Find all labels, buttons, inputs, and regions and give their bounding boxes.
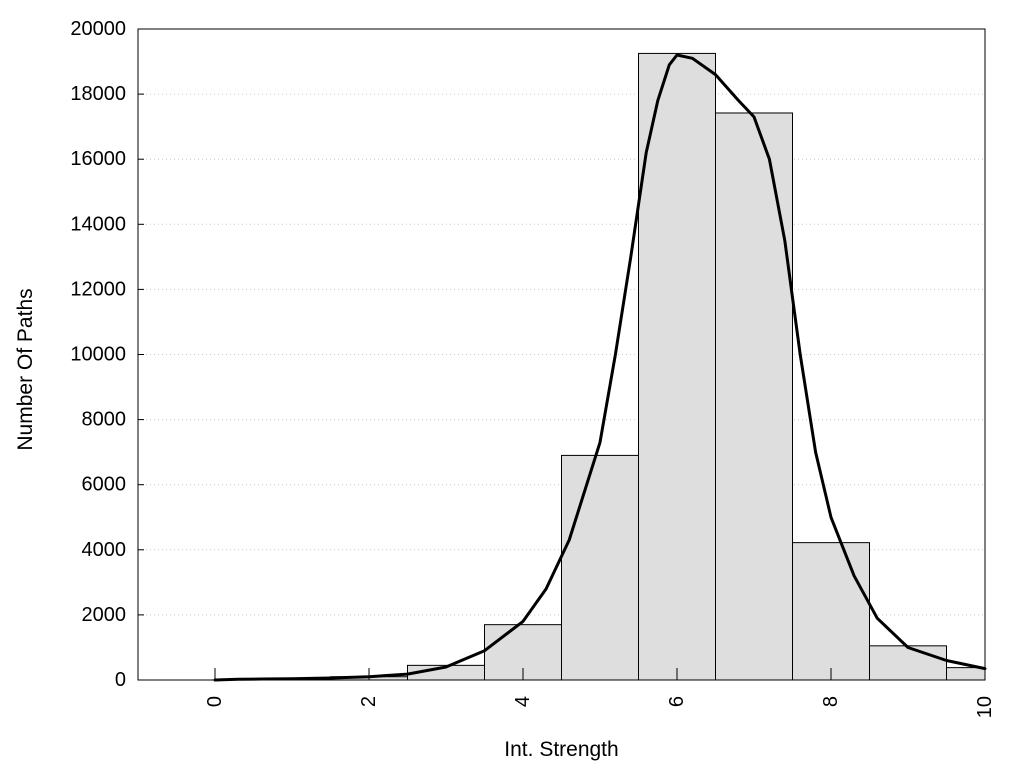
x-tick-label: 4 [512,696,534,707]
histogram-bar [792,542,870,681]
y-tick-label: 12000 [70,278,126,300]
x-tick-label: 10 [974,696,996,718]
x-tick-label: 2 [358,696,380,707]
y-axis-label: Number Of Paths [14,288,37,450]
y-tick-label: 16000 [70,148,126,170]
y-tick-label: 20000 [70,18,126,40]
x-tick-label: 0 [204,696,226,707]
y-tick-label: 8000 [82,409,127,431]
histogram-bar [715,112,793,681]
x-axis-label: Int. Strength [504,738,618,761]
y-tick-label: 0 [115,669,126,691]
density-curve [213,53,987,682]
histogram-bar [946,667,986,681]
histogram-bars [330,52,986,681]
y-tick-label: 18000 [70,83,126,105]
x-tick-label: 6 [666,696,688,707]
histogram-bar [638,52,716,681]
histogram-bar [869,645,947,681]
y-tick-label: 10000 [70,344,126,366]
y-tick-label: 14000 [70,213,126,235]
y-tick-label: 6000 [82,474,127,496]
y-tick-label: 2000 [82,604,127,626]
y-axis-ticks: 0 2000 4000 6000 8000 10000 12000 14000 16000 180… [70,18,144,691]
x-axis-ticks: 0 2 4 6 8 10 [204,668,996,718]
x-tick-label: 8 [820,696,842,707]
density-curve-line [213,53,987,682]
histogram-bar [561,454,639,681]
y-tick-label: 4000 [82,539,127,561]
